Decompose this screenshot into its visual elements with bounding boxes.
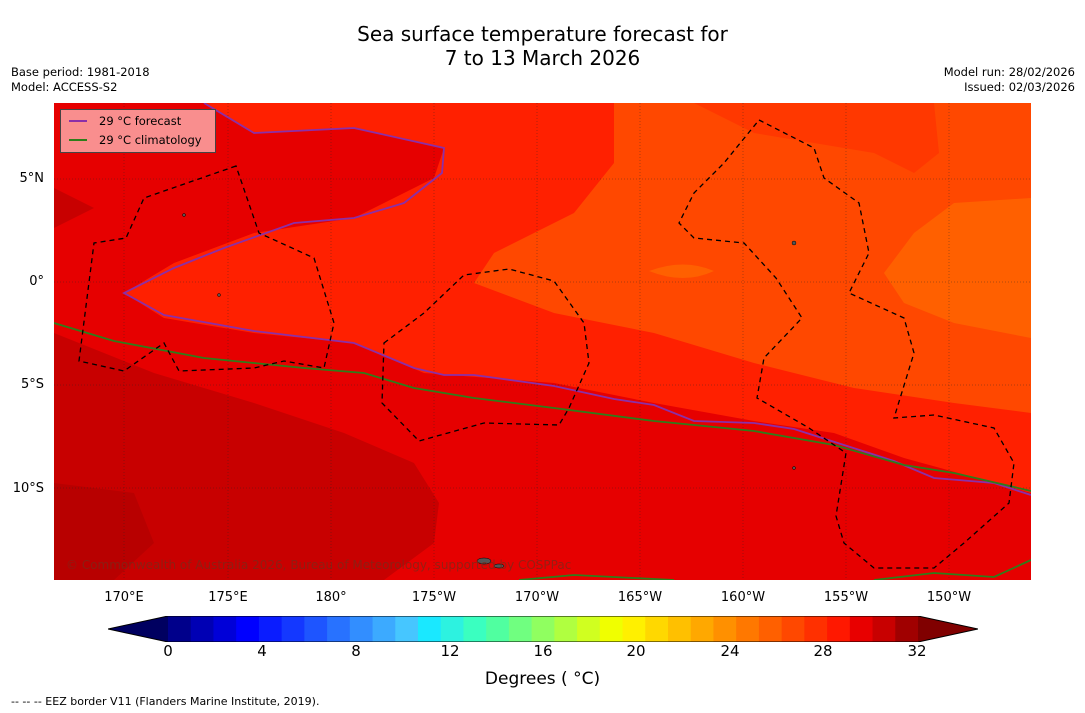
colorbar-segment	[690, 616, 714, 642]
colorbar-svg	[107, 615, 979, 643]
colorbar-segment	[418, 616, 442, 642]
climatology-29c-contour	[54, 322, 1031, 492]
forecast-29c-contour	[122, 103, 1031, 496]
lon-label-165w: 165°W	[617, 590, 663, 605]
lon-label-155w: 155°W	[823, 590, 869, 605]
colorbar-segment	[554, 616, 578, 642]
colorbar-segment	[440, 616, 464, 642]
lon-label-175e: 175°E	[208, 590, 248, 605]
colorbar-label: Degrees ( °C)	[484, 669, 601, 689]
sst-field-orange-north	[694, 103, 939, 173]
colorbar-segment	[372, 616, 396, 642]
colorbar-tick-16: 16	[533, 642, 553, 660]
colorbar-tick-28: 28	[813, 642, 833, 660]
colorbar-segment	[736, 616, 760, 642]
colorbar-segment	[304, 616, 328, 642]
eez-borders	[78, 119, 1015, 569]
colorbar-segment	[327, 616, 351, 642]
colorbar-tick-12: 12	[440, 642, 460, 660]
lon-label-175w: 175°W	[411, 590, 457, 605]
lat-label-5s: 5°S	[20, 377, 44, 392]
colorbar-segment	[258, 616, 283, 642]
colorbar-segment	[645, 616, 669, 642]
legend-forecast-label: 29 °C forecast	[99, 114, 182, 128]
colorbar-segment	[758, 616, 783, 642]
colorbar-segment	[895, 616, 919, 642]
meta-right: Model run: 28/02/2026 Issued: 02/03/2026	[944, 65, 1075, 95]
sst-field-darkred-north	[54, 188, 94, 228]
sst-field-orange-light	[884, 198, 1031, 338]
lon-label-160w: 160°W	[720, 590, 766, 605]
lat-label-10s: 10°S	[12, 481, 44, 496]
title-line-2: 7 to 13 March 2026	[444, 46, 641, 70]
colorbar-segment	[713, 616, 737, 642]
islands	[182, 213, 797, 569]
colorbar-segment	[622, 616, 646, 642]
colorbar-segment	[804, 616, 828, 642]
legend-climatology: 29 °C climatology	[69, 133, 202, 147]
copyright-text: © Commonwealth of Australia 2026, Bureau…	[66, 558, 572, 572]
colorbar-segment	[872, 616, 896, 642]
model-run-text: Model run: 28/02/2026	[943, 65, 1075, 79]
sst-field-darkred	[54, 333, 439, 580]
lon-label-150w: 150°W	[926, 590, 972, 605]
colorbar-tick-8: 8	[351, 642, 361, 660]
colorbar-tick-24: 24	[720, 642, 740, 660]
colorbar-under-arrow	[108, 616, 168, 642]
sst-field-darkred-sw	[54, 483, 154, 580]
colorbar-segment	[213, 616, 237, 642]
lon-label-180: 180°	[315, 590, 347, 605]
meta-left: Base period: 1981-2018 Model: ACCESS-S2	[11, 65, 150, 95]
chart-title: Sea surface temperature forecast for 7 t…	[0, 22, 1085, 70]
legend-forecast-line	[69, 120, 87, 122]
colorbar-segment	[349, 616, 374, 642]
colorbar-segment	[531, 616, 555, 642]
colorbar-tick-32: 32	[907, 642, 927, 660]
colorbar-tick-0: 0	[163, 642, 173, 660]
legend-climatology-line	[69, 139, 87, 141]
lon-label-170w: 170°W	[514, 590, 560, 605]
colorbar-segment	[827, 616, 851, 642]
lat-label-5n: 5°N	[19, 171, 45, 186]
colorbar-segment	[781, 616, 805, 642]
base-period-text: Base period: 1981-2018	[11, 65, 150, 79]
colorbar-segment	[236, 616, 260, 642]
legend-climatology-label: 29 °C climatology	[99, 133, 202, 147]
title-line-1: Sea surface temperature forecast for	[357, 22, 728, 46]
colorbar-segment	[668, 616, 692, 642]
colorbar-segment	[281, 616, 305, 642]
legend-forecast: 29 °C forecast	[69, 114, 181, 128]
colorbar-segment	[486, 616, 510, 642]
sst-field-orange	[474, 103, 1031, 413]
colorbar-segment	[599, 616, 624, 642]
eez-footnote: -- -- -- EEZ border V11 (Flanders Marine…	[11, 695, 320, 708]
colorbar-tick-20: 20	[626, 642, 646, 660]
colorbar-segment	[190, 616, 214, 642]
colorbar-segment	[168, 616, 192, 642]
climatology-29c-contour-south	[518, 559, 1031, 580]
colorbar-segment	[508, 616, 533, 642]
sst-field-orange-patch	[649, 264, 714, 278]
lat-label-0: 0°	[29, 274, 44, 289]
colorbar-tick-4: 4	[257, 642, 267, 660]
colorbar-segment	[577, 616, 601, 642]
gridlines	[54, 103, 1031, 580]
lon-label-170e: 170°E	[104, 590, 144, 605]
sst-map	[54, 103, 1031, 580]
colorbar-segment	[395, 616, 419, 642]
colorbar-over-arrow	[918, 616, 978, 642]
issued-text: Issued: 02/03/2026	[964, 80, 1075, 94]
colorbar-segment	[849, 616, 874, 642]
model-text: Model: ACCESS-S2	[11, 80, 118, 94]
map-legend: 29 °C forecast 29 °C climatology	[60, 109, 216, 153]
colorbar	[107, 615, 979, 643]
colorbar-segment	[463, 616, 487, 642]
